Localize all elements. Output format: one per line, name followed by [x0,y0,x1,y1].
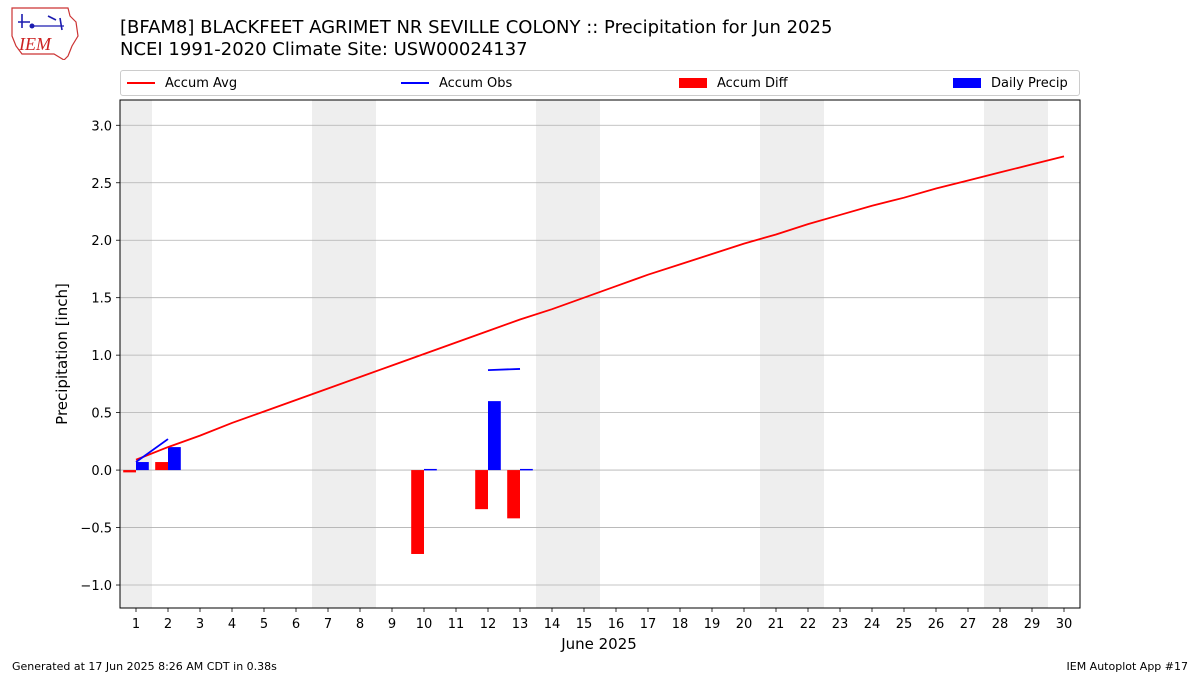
weekend-band [1016,100,1048,608]
accum-diff-bar [123,470,136,473]
x-axis-label: June 2025 [560,635,637,653]
footer-app-label: IEM Autoplot App #17 [1066,660,1189,673]
weekend-band [344,100,376,608]
x-tick-label: 28 [992,617,1009,632]
daily-precip-bar [488,401,501,471]
x-tick-label: 4 [228,617,236,632]
legend-label-accum-obs: Accum Obs [439,75,513,91]
y-tick-label: 1.0 [91,349,112,364]
accum-obs-line [487,368,521,371]
x-tick-label: 9 [388,617,396,632]
x-tick-label: 14 [544,617,561,632]
x-tick-label: 27 [960,617,977,632]
x-tick-label: 13 [512,617,529,632]
legend-swatch-accum-avg [127,82,155,84]
daily-precip-bar [424,468,437,471]
legend-label-accum-diff: Accum Diff [717,75,788,91]
weekend-band [760,100,792,608]
legend: Accum Avg Accum Obs Accum Diff Daily Pre… [120,70,1080,96]
y-axis-label: Precipitation [inch] [53,283,71,425]
x-tick-label: 16 [608,617,625,632]
x-tick-label: 8 [356,617,364,632]
plot-area: −1.0−0.50.00.51.01.52.02.53.01 2 3 4 5 6 7 8 9 10… [80,99,1081,632]
y-tick-label: 1.5 [91,292,112,307]
legend-swatch-accum-obs [401,82,429,84]
x-tick-label: 1 [132,617,140,632]
y-tick-label: 2.5 [91,177,112,192]
weekend-band [536,100,568,608]
x-tick-label: 6 [292,617,300,632]
weekend-band [984,100,1016,608]
x-tick-label: 5 [260,617,268,632]
plot-frame [119,99,1081,609]
legend-swatch-accum-diff [679,78,707,88]
legend-label-accum-avg: Accum Avg [165,75,238,91]
x-tick-label: 26 [928,617,945,632]
y-tick-label: −1.0 [80,579,112,594]
accum-diff-bar [475,470,488,510]
x-tick-label: 18 [672,617,689,632]
legend-item-accum-avg: Accum Avg [127,71,237,95]
x-tick-label: 12 [480,617,497,632]
weekend-band [568,100,600,608]
y-tick-label: −0.5 [80,522,112,537]
weekend-band [120,100,152,608]
x-tick-label: 20 [736,617,753,632]
accum-diff-bar [155,462,168,471]
x-tick-label: 30 [1056,617,1073,632]
x-tick-label: 15 [576,617,593,632]
y-tick-label: 0.0 [91,464,112,479]
daily-precip-bar [168,447,181,471]
footer-generated: Generated at 17 Jun 2025 8:26 AM CDT in … [12,660,277,673]
iem-logo: IEM [11,7,79,60]
legend-label-daily-precip: Daily Precip [991,75,1068,91]
chart-title: [BFAM8] BLACKFEET AGRIMET NR SEVILLE COL… [120,17,833,38]
x-tick-label: 24 [864,617,881,632]
weekend-band [792,100,824,608]
daily-precip-bar [136,462,149,471]
daily-precip-bar [520,468,533,471]
x-tick-label: 10 [416,617,433,632]
legend-item-daily-precip: Daily Precip [953,71,1068,95]
x-tick-label: 17 [640,617,657,632]
logo-text: IEM [18,34,52,54]
accum-avg-line [135,155,1065,461]
accum-obs-line [135,438,169,463]
chart-subtitle: NCEI 1991-2020 Climate Site: USW00024137 [120,39,528,60]
y-tick-label: 2.0 [91,234,112,249]
x-tick-label: 7 [324,617,332,632]
x-tick-label: 2 [164,617,172,632]
x-tick-label: 22 [800,617,817,632]
legend-item-accum-obs: Accum Obs [401,71,512,95]
x-tick-label: 19 [704,617,721,632]
legend-item-accum-diff: Accum Diff [679,71,788,95]
y-tick-label: 3.0 [91,119,112,134]
x-tick-label: 21 [768,617,785,632]
x-tick-label: 11 [448,617,465,632]
x-tick-label: 3 [196,617,204,632]
y-tick-label: 0.5 [91,407,112,422]
accum-diff-bar [411,470,424,554]
x-tick-label: 25 [896,617,913,632]
x-tick-label: 29 [1024,617,1041,632]
legend-swatch-daily-precip [953,78,981,88]
weekend-band [312,100,344,608]
x-tick-label: 23 [832,617,849,632]
accum-diff-bar [507,470,520,519]
